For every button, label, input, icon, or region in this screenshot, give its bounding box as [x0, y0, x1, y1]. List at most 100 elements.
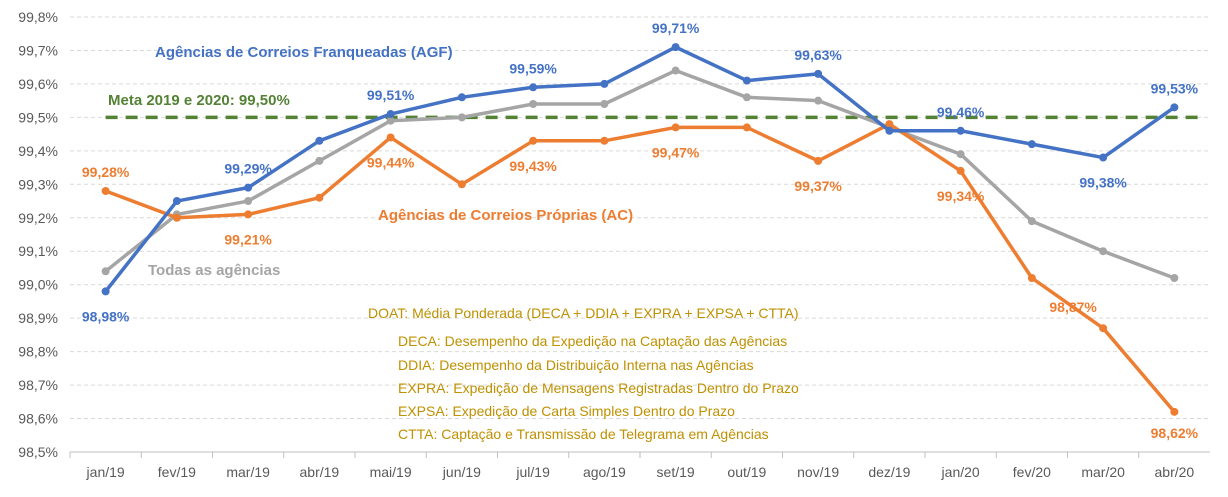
- y-tick-label: 99,0%: [18, 277, 58, 293]
- x-tick-label: abr/20: [1155, 464, 1195, 480]
- data-point: [457, 113, 466, 122]
- x-tick-label: abr/19: [300, 464, 340, 480]
- y-tick-label: 99,1%: [18, 243, 58, 259]
- annotation-deca: DECA: Desempenho da Expedição na Captaçã…: [398, 333, 788, 349]
- y-tick-label: 99,3%: [18, 176, 58, 192]
- data-point: [1170, 274, 1179, 282]
- x-tick-label: nov/19: [797, 464, 839, 480]
- data-label: 99,71%: [652, 20, 700, 36]
- data-point: [1170, 103, 1179, 112]
- x-tick-label: jan/20: [941, 464, 980, 480]
- series-line-1: [105, 122, 1176, 413]
- data-point: [101, 267, 110, 276]
- data-label: 98,87%: [1049, 299, 1097, 315]
- x-tick-label: fev/19: [158, 464, 196, 480]
- data-label: 98,62%: [1151, 425, 1199, 441]
- annotation-doat: DOAT: Média Ponderada (DECA + DDIA + EXP…: [368, 305, 799, 321]
- data-label: 99,46%: [937, 104, 985, 120]
- y-tick-label: 99,7%: [18, 42, 58, 58]
- x-tick-label: mar/20: [1081, 464, 1125, 480]
- y-tick-label: 99,8%: [18, 9, 58, 25]
- x-tick-label: mar/19: [226, 464, 270, 480]
- data-point: [529, 136, 538, 145]
- data-point: [315, 156, 324, 165]
- data-point: [244, 183, 253, 192]
- x-tick-label: out/19: [727, 464, 766, 480]
- data-label: 99,47%: [652, 144, 700, 160]
- data-point: [386, 110, 395, 119]
- y-tick-label: 99,4%: [18, 143, 58, 159]
- series-line-0: [104, 45, 1176, 293]
- y-tick-label: 98,6%: [18, 411, 58, 427]
- data-point: [101, 187, 110, 195]
- legend-todas: Todas as agências: [148, 262, 280, 279]
- x-tick-label: jan/19: [86, 464, 125, 480]
- data-point: [315, 193, 324, 202]
- data-point: [600, 100, 609, 108]
- annotation-expra: EXPRA: Expedição de Mensagens Registrada…: [398, 380, 799, 396]
- data-point: [885, 126, 894, 135]
- legend-agf: Agências de Correios Franqueadas (AGF): [155, 44, 453, 61]
- x-tick-label: mai/19: [370, 464, 412, 480]
- data-label: 99,38%: [1079, 175, 1127, 191]
- y-tick-label: 98,9%: [18, 310, 58, 326]
- data-point: [457, 180, 466, 189]
- data-point: [244, 210, 253, 219]
- data-label: 99,44%: [367, 154, 415, 170]
- data-point: [1099, 247, 1108, 256]
- data-point: [671, 123, 680, 132]
- data-point: [1099, 324, 1108, 333]
- data-label: 99,43%: [509, 158, 557, 174]
- annotation-ctta: CTTA: Captação e Transmissão de Telegram…: [398, 426, 769, 442]
- y-tick-label: 99,6%: [18, 76, 58, 92]
- data-label: 99,28%: [82, 164, 130, 180]
- annotation-expsa: EXPSA: Expedição de Carta Simples Dentro…: [398, 403, 735, 419]
- data-point: [814, 69, 823, 78]
- data-point: [1099, 153, 1108, 162]
- data-point: [814, 96, 823, 105]
- x-tick-label: set/19: [657, 464, 695, 480]
- y-tick-label: 99,5%: [18, 109, 58, 125]
- y-tick-label: 98,7%: [18, 377, 58, 393]
- data-point: [244, 197, 253, 206]
- data-label: 99,37%: [794, 178, 842, 194]
- y-tick-label: 98,5%: [18, 444, 58, 460]
- data-point: [671, 66, 680, 75]
- data-point: [956, 166, 965, 175]
- data-point: [172, 197, 181, 206]
- data-label: 99,59%: [509, 60, 557, 76]
- legend-ac: Agências de Correios Próprias (AC): [378, 207, 633, 224]
- data-label: 99,51%: [367, 87, 415, 103]
- data-point: [386, 116, 395, 125]
- annotation-ddia: DDIA: Desempenho da Distribuição Interna…: [398, 357, 754, 373]
- data-label: 99,21%: [224, 231, 272, 247]
- data-point: [457, 93, 466, 102]
- data-point: [315, 136, 324, 145]
- data-label: 99,34%: [937, 188, 985, 204]
- data-point: [101, 287, 110, 296]
- y-tick-label: 98,8%: [18, 344, 58, 360]
- data-point: [956, 150, 965, 159]
- x-tick-label: jul/19: [515, 464, 550, 480]
- y-tick-label: 99,2%: [18, 210, 58, 226]
- data-point: [600, 136, 609, 145]
- data-point: [742, 76, 751, 85]
- data-point: [1027, 217, 1036, 226]
- data-point: [529, 100, 538, 108]
- data-point: [742, 93, 751, 102]
- data-label: 99,63%: [794, 47, 842, 63]
- x-tick-label: jun/19: [442, 464, 481, 480]
- data-point: [671, 43, 680, 52]
- x-tick-label: fev/20: [1013, 464, 1051, 480]
- target-label: Meta 2019 e 2020: 99,50%: [108, 92, 290, 109]
- data-point: [814, 156, 823, 165]
- data-point: [956, 126, 965, 135]
- series-line-2: [104, 68, 1175, 280]
- data-point: [529, 83, 538, 92]
- x-tick-label: dez/19: [868, 464, 910, 480]
- x-tick-label: ago/19: [583, 464, 626, 480]
- data-point: [600, 79, 609, 88]
- data-label: 98,98%: [82, 308, 130, 324]
